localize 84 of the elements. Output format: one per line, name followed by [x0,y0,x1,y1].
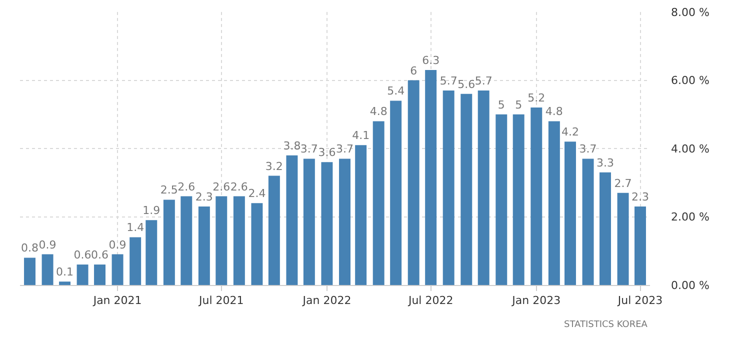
bar [634,206,646,285]
bar [582,158,594,285]
data-label: 2.7 [614,176,632,190]
data-label: 2.6 [230,180,248,194]
data-label: 3.8 [283,139,301,152]
data-label: 0.6 [74,248,92,262]
data-label: 4.2 [561,126,579,139]
bar [112,254,124,285]
text: STATISTICS KOREA [564,320,648,330]
bar [286,155,298,285]
bar [548,121,560,285]
data-label: 0.9 [108,238,126,252]
bar [496,114,508,285]
data-label: 3.2 [265,160,283,173]
bar [59,282,70,285]
bar [478,90,490,285]
data-label: 3.3 [596,156,614,170]
y-tick-label: 6.00 % [671,74,710,88]
x-tick-label: Jul 2022 [407,294,454,308]
bar [130,237,142,285]
data-label: 6 [410,64,418,78]
bar [216,196,228,285]
data-label: 5.4 [387,84,405,98]
bar [460,94,472,285]
bar [146,220,158,285]
data-label: 4.8 [370,105,388,118]
data-label: 5 [515,98,522,112]
data-label: 2.4 [248,187,266,200]
bar [530,108,542,285]
data-label: 0.1 [56,266,74,279]
bar [42,254,54,285]
x-tick-label: Jan 2023 [511,294,561,308]
bar [564,142,576,285]
data-label: 6.3 [422,54,440,68]
data-label: 2.6 [178,180,196,194]
bar [76,264,88,285]
data-label: 4.8 [545,105,563,118]
data-label: 2.6 [212,180,230,194]
data-label: 3.7 [579,142,597,156]
bar [442,90,454,285]
data-label: 2.5 [160,184,178,197]
bar [94,264,106,285]
x-tick-label: Jul 2023 [616,294,663,308]
bar [408,80,420,285]
data-label: 2.3 [195,190,213,204]
bar [617,192,629,285]
bar [180,196,192,285]
bar [268,176,280,285]
bar [372,121,384,285]
data-label: 5.7 [440,74,458,88]
data-label: 5.6 [458,78,476,91]
data-label: 5 [498,98,505,112]
bar [303,158,315,285]
data-label: 3.7 [336,142,354,156]
bar [425,70,437,285]
bar [321,162,333,285]
bar [251,203,263,285]
data-label: 3.6 [318,146,336,160]
bar [233,196,245,285]
x-tick-label: Jan 2021 [92,294,142,308]
bar [198,206,210,285]
data-label: 5.7 [474,74,492,88]
data-label: 2.3 [631,190,649,204]
data-label: 0.8 [21,242,39,255]
bar [339,158,350,285]
data-label: 1.9 [142,204,160,218]
y-tick-label: 0.00 % [671,278,710,292]
data-label: 4.1 [352,129,370,142]
x-tick-label: Jul 2021 [198,294,244,308]
data-label: 0.9 [38,238,56,252]
y-tick-label: 2.00 % [671,210,710,224]
y-tick-label: 4.00 % [671,142,710,156]
bar [355,145,367,285]
data-label: 0.6 [91,248,109,262]
data-label: 3.7 [300,142,318,156]
bar [600,172,611,285]
y-tick-label: 8.00 % [671,6,710,19]
bar [390,100,402,285]
data-label: 5.2 [528,92,546,105]
data-label: 1.4 [126,221,144,234]
bar [512,114,524,285]
bar [163,200,175,285]
bar [24,258,36,285]
x-tick-label: Jan 2022 [302,294,352,308]
